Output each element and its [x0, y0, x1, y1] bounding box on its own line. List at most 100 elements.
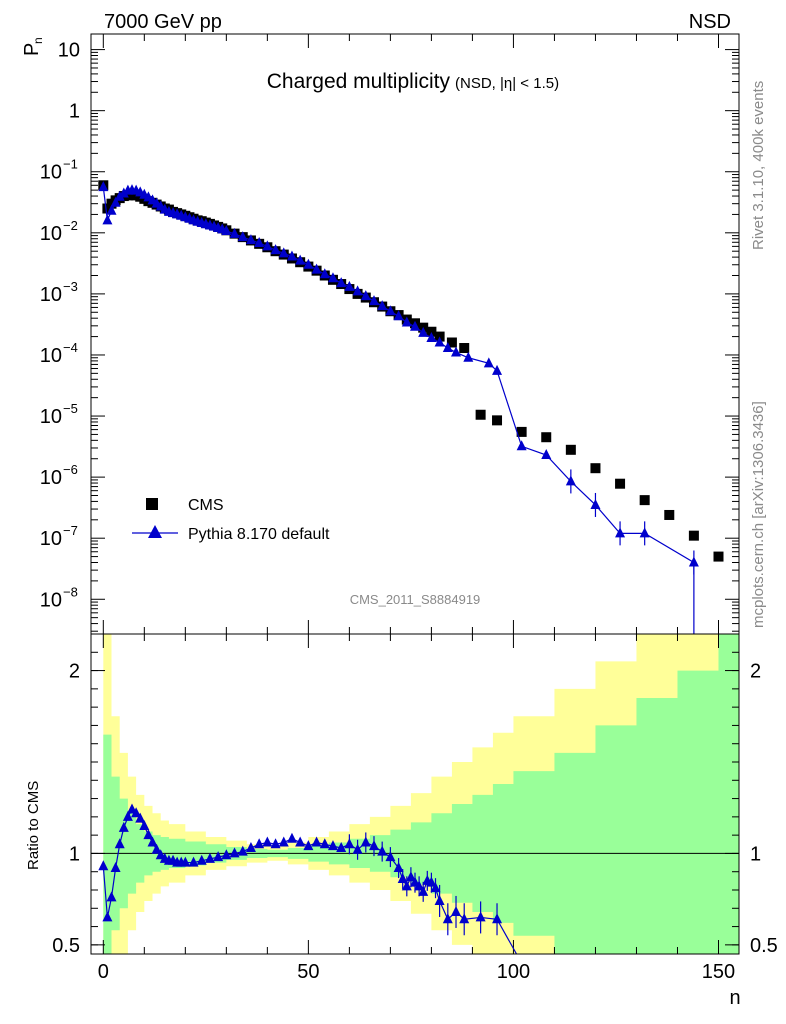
pythia-data-point	[336, 277, 347, 288]
y-tick-label: 10	[40, 528, 62, 550]
legend-marker-pythia	[148, 525, 162, 538]
beam-energy-label: 7000 GeV pp	[104, 11, 222, 33]
ratio-data-point	[106, 891, 117, 902]
ratio-data-point	[311, 836, 322, 847]
y-tick-label: 10	[40, 345, 62, 367]
pythia-data-point	[377, 300, 388, 311]
pythia-data-point	[327, 272, 338, 283]
cms-data-point	[446, 337, 457, 348]
cms-data-point	[688, 530, 699, 541]
ratio-frame	[90, 633, 740, 955]
legend-label-pythia: Pythia 8.170 default	[188, 526, 330, 543]
ratio-data-point	[475, 911, 486, 922]
cms-data-point	[590, 463, 601, 474]
ratio-data-point	[303, 840, 314, 851]
legend-marker-cms	[146, 498, 158, 510]
x-tick-label: 100	[497, 961, 530, 983]
y-tick-exponent: −4	[63, 340, 78, 355]
pythia-data-point	[463, 351, 474, 362]
cms-data-point	[426, 326, 437, 337]
ratio-y-tick-label: 0.5	[52, 935, 80, 957]
ratio-data-point	[143, 829, 154, 840]
ratio-y-tick-label-right: 2	[750, 661, 761, 683]
x-tick-label: 50	[297, 961, 319, 983]
cms-data-point	[615, 478, 626, 489]
y-tick-exponent: −8	[63, 584, 78, 599]
ratio-y-tick-label-right: 1	[750, 843, 761, 865]
pythia-data-point	[516, 440, 527, 451]
pythia-data-point	[286, 250, 297, 261]
cms-data-point	[516, 426, 527, 437]
ratio-axes: 0.5 0.5 1 1 2 2 0 50 100 150	[52, 634, 778, 983]
pythia-data-point	[254, 237, 265, 248]
y-tick-label: 10	[40, 162, 62, 184]
y-tick-label: 10	[40, 223, 62, 245]
x-axis-label: n	[729, 987, 740, 1009]
pythia-data-point	[262, 240, 273, 251]
ratio-data-point	[492, 913, 503, 924]
ratio-data-point	[196, 854, 207, 865]
rivet-version-label: Rivet 3.1.10, 400k events	[750, 81, 767, 250]
pythia-data-point	[352, 285, 363, 296]
y-tick-label: 10	[58, 40, 80, 62]
legend: CMS Pythia 8.170 default	[132, 497, 330, 543]
ratio-data-point	[135, 812, 146, 823]
pythia-data-point	[229, 227, 240, 238]
x-tick-label: 0	[98, 961, 109, 983]
pythia-data-point	[410, 320, 420, 331]
pythia-data-point	[393, 310, 404, 321]
analysis-watermark: CMS_2011_S8884919	[350, 592, 481, 607]
mcplots-source-label: mcplots.cern.ch [arXiv:1306.3436]	[750, 401, 767, 628]
ratio-data-point	[114, 838, 125, 849]
pythia-data-point	[434, 336, 445, 347]
pythia-data-point	[360, 290, 371, 301]
ratio-y-tick-label: 1	[69, 843, 80, 865]
ratio-data-point	[98, 860, 109, 871]
ratio-data-point	[405, 871, 416, 882]
pythia-data-point	[418, 326, 429, 337]
pythia-data-point	[344, 280, 355, 291]
pythia-data-point	[114, 190, 125, 201]
ratio-y-axis-label: Ratio to CMS	[25, 781, 42, 870]
ratio-data-point	[278, 836, 289, 847]
pythia-data-point	[311, 263, 322, 274]
ratio-data-point	[377, 845, 388, 856]
cms-data-point	[639, 495, 650, 506]
y-tick-exponent: −5	[63, 401, 78, 416]
ratio-data-point	[180, 856, 191, 867]
ratio-data-point	[131, 807, 142, 818]
ratio-data-point	[221, 849, 232, 860]
ratio-data-point	[385, 851, 396, 862]
y-tick-exponent: −3	[63, 279, 78, 294]
pythia-data-point	[442, 342, 453, 353]
pythia-data-point	[368, 295, 379, 306]
cms-data-point	[713, 551, 724, 562]
ratio-data-point	[237, 845, 248, 856]
ratio-data-point	[418, 885, 429, 896]
pythia-data-point	[451, 346, 462, 357]
ratio-data-point	[245, 841, 256, 852]
pythia-data-point	[245, 234, 256, 245]
pythia-data-point	[401, 316, 412, 327]
ratio-data-point	[360, 836, 371, 847]
ratio-data-point	[368, 840, 379, 851]
ratio-data-point	[344, 838, 355, 849]
chart-title-suffix: (NSD, |η| < 1.5)	[455, 75, 559, 92]
ratio-data-point	[151, 843, 162, 854]
ratio-data-point	[442, 913, 453, 924]
ratio-data-point	[147, 836, 158, 847]
ratio-data-point	[327, 840, 338, 851]
cms-data-point	[664, 509, 675, 520]
ratio-y-tick-label-right: 0.5	[750, 935, 778, 957]
ratio-data-point	[430, 882, 441, 893]
ratio-data-point	[229, 847, 240, 858]
ratio-data-point	[336, 841, 347, 852]
cms-data-point	[541, 432, 552, 443]
pythia-data-point	[303, 258, 314, 269]
pythia-data-point	[278, 247, 289, 258]
y-tick-exponent: −6	[63, 462, 78, 477]
pythia-data-point	[615, 527, 626, 538]
ratio-data-point	[254, 838, 265, 849]
legend-label-cms: CMS	[188, 497, 224, 514]
